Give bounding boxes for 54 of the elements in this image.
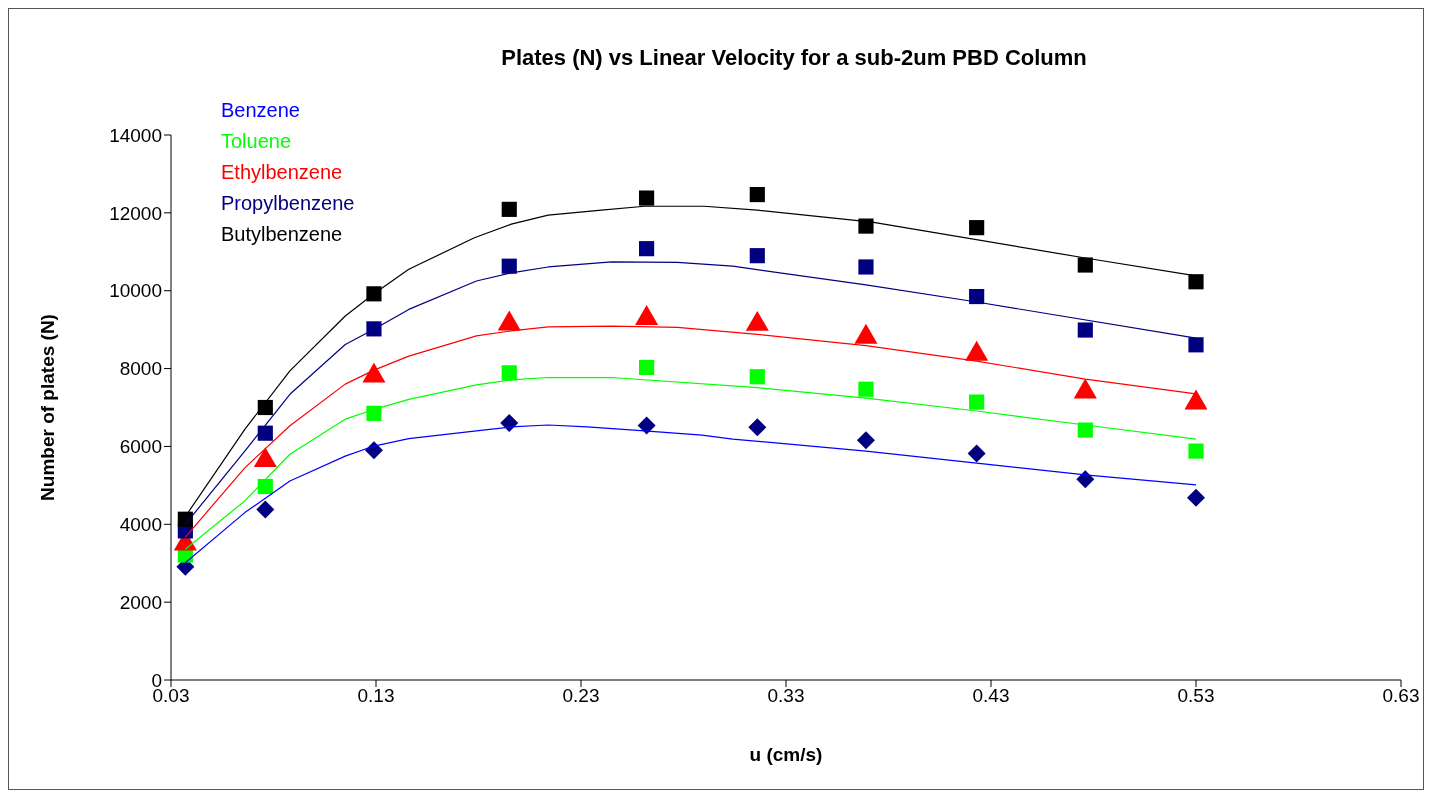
point bbox=[501, 365, 517, 381]
point bbox=[637, 416, 656, 435]
point bbox=[1188, 443, 1204, 459]
point bbox=[639, 241, 655, 257]
text: Ethylbenzene bbox=[221, 160, 344, 185]
x-axis-title: u (cm/s) bbox=[749, 744, 823, 765]
point bbox=[1076, 470, 1095, 489]
point bbox=[749, 369, 765, 385]
y-tick-label: 4000 bbox=[119, 514, 162, 536]
point bbox=[1077, 257, 1093, 273]
point bbox=[856, 431, 875, 450]
point bbox=[969, 220, 985, 236]
chart-title: Plates (N) vs Linear Velocity for a sub-2um PBD Column bbox=[500, 45, 1088, 71]
x-tick-label: 0.43 bbox=[972, 685, 1010, 707]
point bbox=[366, 286, 382, 302]
x-tick-label: 0.23 bbox=[562, 685, 600, 707]
point bbox=[1188, 337, 1204, 353]
y-tick-label: 12000 bbox=[109, 202, 162, 224]
point bbox=[500, 414, 519, 433]
point bbox=[257, 478, 273, 495]
point bbox=[1077, 322, 1093, 338]
y-tick-label: 6000 bbox=[119, 436, 162, 458]
point bbox=[1188, 274, 1204, 290]
point bbox=[749, 248, 765, 264]
y-axis-title: Number of plates (N) bbox=[36, 314, 58, 501]
point bbox=[1077, 422, 1093, 438]
y-tick-label: 8000 bbox=[119, 358, 162, 380]
point bbox=[1187, 488, 1205, 507]
point bbox=[858, 381, 874, 397]
point bbox=[501, 258, 517, 274]
y-tick-label: 10000 bbox=[109, 280, 162, 302]
text: Toluene bbox=[221, 129, 293, 154]
point bbox=[639, 190, 655, 206]
x-tick-label: 0.63 bbox=[1382, 685, 1420, 707]
text: Benzene bbox=[221, 98, 301, 123]
point bbox=[858, 259, 874, 275]
text: Butylbenzene bbox=[221, 222, 344, 247]
point bbox=[366, 321, 382, 337]
point bbox=[639, 359, 655, 375]
x-tick-label: 0.53 bbox=[1177, 685, 1215, 707]
y-tick-label: 2000 bbox=[119, 591, 162, 613]
y-tick-label: 14000 bbox=[109, 124, 162, 146]
point bbox=[256, 500, 275, 519]
point bbox=[858, 218, 874, 234]
x-tick-label: 0.13 bbox=[357, 685, 395, 707]
point bbox=[257, 425, 273, 441]
point bbox=[501, 201, 517, 217]
text: Propylbenzene bbox=[221, 191, 355, 216]
point bbox=[749, 186, 765, 203]
point bbox=[969, 394, 985, 410]
point bbox=[967, 444, 986, 463]
x-tick-label: 0.33 bbox=[767, 685, 805, 707]
point bbox=[748, 418, 767, 437]
point bbox=[366, 405, 382, 421]
